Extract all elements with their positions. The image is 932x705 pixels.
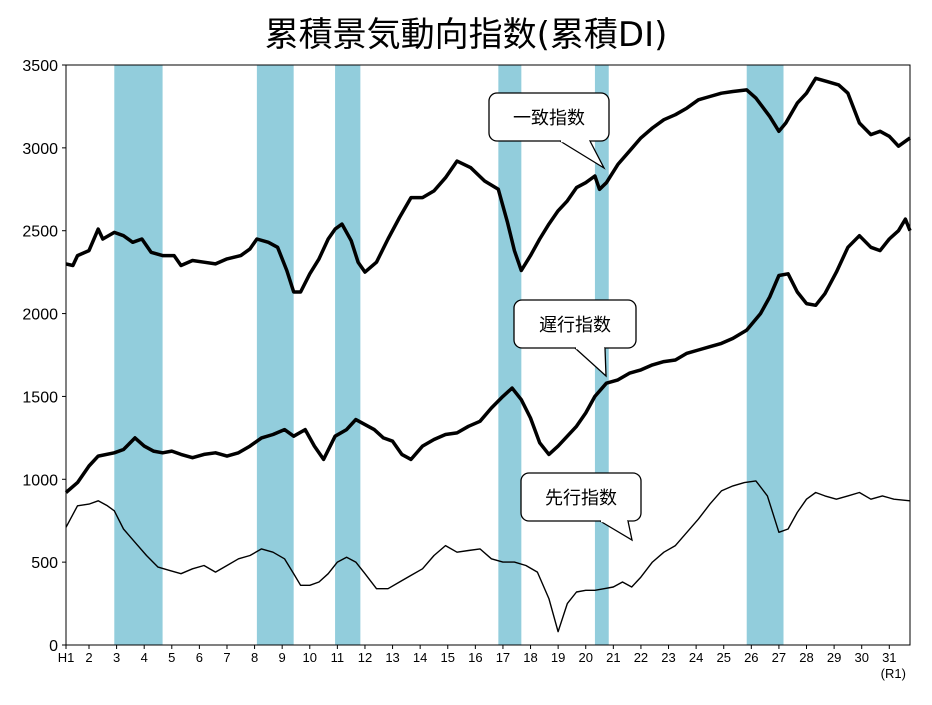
- x-tick-label: 26: [744, 650, 758, 665]
- y-axis: 0 500 1000 1500 2000 2500 3000 3500: [22, 58, 66, 655]
- callout: 遅行指数: [513, 299, 637, 378]
- chart-title: 累積景気動向指数(累積DI): [265, 15, 668, 55]
- series-lines: [64, 76, 912, 633]
- x-tick-sublabel: (R1): [881, 666, 906, 681]
- callout: 先行指数: [520, 472, 642, 542]
- x-tick-label: 16: [468, 650, 482, 665]
- recession-band: [335, 65, 361, 645]
- series-line: [64, 217, 912, 494]
- x-tick-label: 4: [141, 650, 148, 665]
- y-tick-label: 3000: [22, 141, 58, 158]
- x-tick-label: 12: [358, 650, 372, 665]
- callout-pointer: [599, 520, 633, 542]
- x-tick-label: 7: [223, 650, 230, 665]
- x-tick-label: 28: [799, 650, 813, 665]
- x-tick-label: 20: [579, 650, 593, 665]
- callout: 一致指数: [488, 92, 610, 170]
- recession-band: [498, 65, 522, 645]
- x-tick-label: 8: [251, 650, 258, 665]
- y-tick-label: 1500: [22, 389, 58, 406]
- x-tick-label: 3: [113, 650, 120, 665]
- x-tick-label: 6: [196, 650, 203, 665]
- y-tick-label: 3500: [22, 58, 58, 75]
- x-tick-label: 17: [496, 650, 510, 665]
- recession-band: [114, 65, 163, 645]
- x-axis: H1 2 3 4 5 6 7 8 9 10 11 12 13 14 15 16 17 18 19 20 21 22 23 24…: [58, 645, 906, 681]
- x-tick-label: 25: [716, 650, 730, 665]
- x-tick-label: 14: [413, 650, 427, 665]
- x-tick-label: 9: [279, 650, 286, 665]
- callout-pointer: [574, 347, 607, 378]
- x-tick-label: 18: [523, 650, 537, 665]
- plot-frame: [65, 64, 911, 646]
- y-tick-label: 0: [49, 638, 58, 655]
- series-line: [65, 480, 911, 633]
- x-tick-label: 30: [854, 650, 868, 665]
- x-tick-label: 21: [606, 650, 620, 665]
- x-tick-label: H1: [58, 650, 75, 665]
- x-tick-label: 22: [634, 650, 648, 665]
- recession-bands: [114, 65, 784, 645]
- x-tick-label: 2: [85, 650, 92, 665]
- callout-label: 遅行指数: [539, 315, 611, 336]
- callout-box: [520, 472, 642, 522]
- x-tick-label: 5: [168, 650, 175, 665]
- y-tick-label: 2000: [22, 307, 58, 324]
- y-tick-label: 1000: [22, 472, 58, 489]
- y-tick-label: 500: [31, 555, 58, 572]
- x-tick-label: 24: [689, 650, 703, 665]
- x-tick-label: 31: [882, 650, 896, 665]
- callout-box: [488, 92, 610, 142]
- callout-pointer: [559, 140, 606, 170]
- x-tick-label: 19: [551, 650, 565, 665]
- x-tick-label: 10: [303, 650, 317, 665]
- x-tick-label: 11: [331, 650, 345, 665]
- x-tick-label: 13: [385, 650, 399, 665]
- recession-band: [746, 65, 784, 645]
- x-tick-label: 27: [772, 650, 786, 665]
- callout-label: 先行指数: [545, 488, 617, 509]
- x-tick-label: 29: [827, 650, 841, 665]
- x-tick-label: 15: [441, 650, 455, 665]
- x-tick-label: 23: [661, 650, 675, 665]
- callout-label: 一致指数: [513, 108, 585, 129]
- recession-band: [256, 65, 294, 645]
- y-tick-label: 2500: [22, 224, 58, 241]
- series-line: [65, 76, 912, 294]
